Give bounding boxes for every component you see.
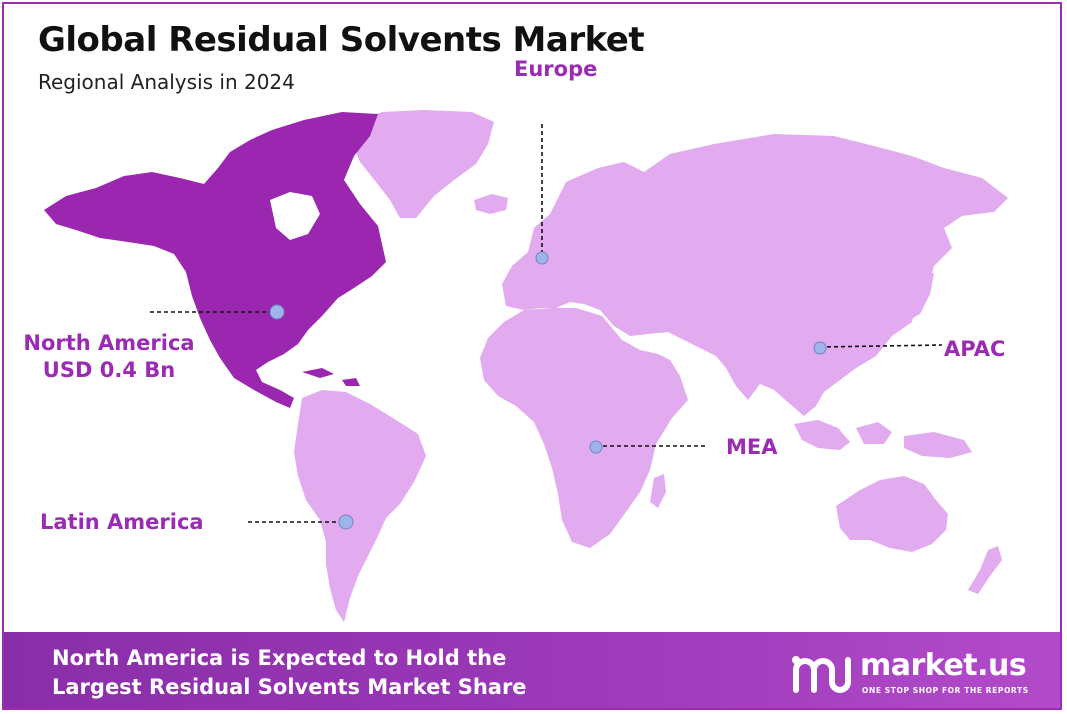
land-madagascar: [650, 474, 666, 508]
brand-name: market.us: [860, 648, 1027, 683]
land-north-america: [44, 112, 386, 408]
label-apac[interactable]: APAC: [944, 336, 1005, 363]
land-latin-america: [294, 390, 426, 622]
water-hudson-bay: [270, 192, 320, 240]
land-japan: [900, 266, 934, 322]
marker-europe[interactable]: [535, 251, 549, 265]
land-africa: [480, 308, 688, 548]
brand-tagline: ONE STOP SHOP FOR THE REPORTS: [862, 686, 1029, 695]
brand-logo[interactable]: market.us ONE STOP SHOP FOR THE REPORTS: [790, 646, 1040, 702]
region-name: Latin America: [40, 510, 204, 534]
land-iceland: [474, 194, 508, 214]
land-australia: [836, 476, 948, 552]
land-eurasia: [502, 134, 1008, 416]
marker-latin-america[interactable]: [338, 514, 354, 530]
land-caribbean: [302, 368, 360, 386]
region-name: Europe: [514, 57, 598, 81]
page-subtitle: Regional Analysis in 2024: [38, 70, 295, 94]
land-sea-islands: [794, 420, 972, 458]
footer-line-2: Largest Residual Solvents Market Share: [52, 675, 527, 699]
page-title: Global Residual Solvents Market: [38, 20, 645, 60]
marker-mea[interactable]: [589, 440, 603, 454]
land-new-zealand: [968, 546, 1002, 594]
world-map: [44, 110, 1008, 622]
land-greenland: [352, 110, 494, 218]
region-name: MEA: [726, 435, 778, 459]
label-north-america[interactable]: North America USD 0.4 Bn: [16, 330, 202, 384]
footer-banner: North America is Expected to Hold the La…: [4, 632, 1060, 708]
marker-apac[interactable]: [813, 341, 827, 355]
label-mea[interactable]: MEA: [726, 434, 778, 461]
label-latin-america[interactable]: Latin America: [40, 509, 204, 536]
footer-message: North America is Expected to Hold the La…: [52, 644, 527, 702]
region-value: USD 0.4 Bn: [42, 358, 176, 382]
marker-north-america[interactable]: [269, 304, 285, 320]
region-name: APAC: [944, 337, 1006, 361]
footer-line-1: North America is Expected to Hold the: [52, 646, 507, 670]
region-name: North America: [23, 331, 195, 355]
leader-apac: [819, 344, 943, 348]
market-us-logo-icon: [792, 656, 851, 693]
label-europe[interactable]: Europe: [514, 56, 597, 83]
